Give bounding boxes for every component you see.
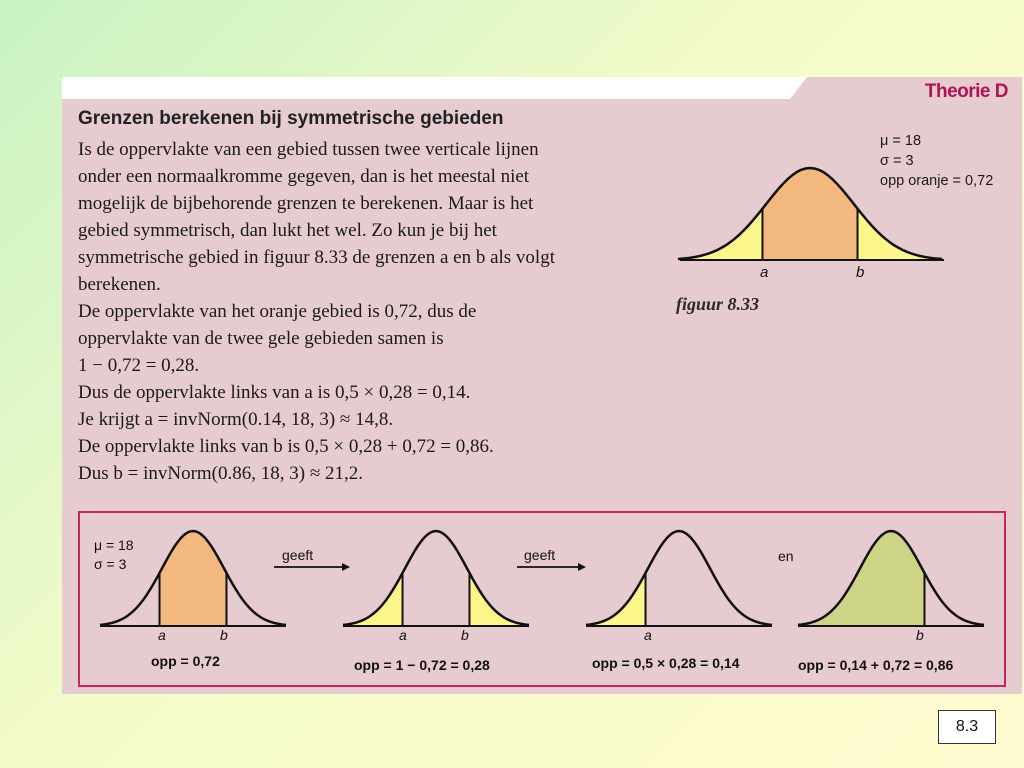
theory-panel: Theorie D Grenzen berekenen bij symmetri…: [62, 77, 1022, 694]
normal-curve: [797, 529, 985, 627]
example-figures: a b μ = 18 σ = 3 geeft a b geeft: [94, 529, 985, 673]
label-b: b: [461, 627, 469, 643]
label-b: b: [916, 627, 924, 643]
normal-curve: [677, 166, 943, 261]
label-a: a: [760, 264, 768, 281]
label-a: a: [158, 627, 166, 643]
slide-number: 8.3: [938, 710, 996, 744]
body-line: onder een normaalkromme gegeven, dan is …: [78, 166, 530, 187]
orange-middle-area: [762, 168, 858, 260]
body-line: Is de oppervlakte van een gebied tussen …: [78, 139, 539, 160]
arrow-head-1: [342, 563, 350, 571]
normal-curve: [342, 529, 530, 627]
example-curve-3: a: [585, 529, 773, 643]
param-sigma: σ = 3: [880, 153, 914, 169]
example-curve-2: a b: [342, 529, 530, 643]
yellow-left-area: [343, 573, 403, 626]
body-line: mogelijk de bijbehorende grenzen te bere…: [78, 193, 534, 214]
section-heading: Grenzen berekenen bij symmetrische gebie…: [78, 108, 504, 129]
body-line: Je krijgt a = invNorm(0.14, 18, 3) ≈ 14,…: [78, 409, 394, 430]
caption-2: opp = 1 − 0,72 = 0,28: [354, 657, 490, 673]
yellow-left-area: [586, 573, 646, 626]
label-b: b: [856, 264, 864, 281]
example-curve-4: b: [797, 529, 985, 643]
param-mu: μ = 18: [880, 133, 922, 149]
caption-3: opp = 0,5 × 0,28 = 0,14: [592, 655, 740, 671]
body-line: berekenen.: [78, 274, 161, 295]
body-line: 1 − 0,72 = 0,28.: [78, 355, 200, 376]
connector-en: en: [778, 548, 794, 564]
arrow-label-1: geeft: [282, 547, 313, 563]
yellow-left-area: [678, 208, 763, 260]
yellow-right-area: [469, 573, 529, 626]
body-line: Dus b = invNorm(0.86, 18, 3) ≈ 21,2.: [78, 463, 364, 484]
body-line: symmetrische gebied in figuur 8.33 de gr…: [78, 247, 555, 268]
body-line: Dus de oppervlakte links van a is 0,5 × …: [78, 382, 471, 403]
section-label: Theorie D: [924, 81, 1009, 102]
body-line: gebied symmetrisch, dan lukt het wel. Zo…: [78, 220, 497, 241]
body-line: oppervlakte van de twee gele gebieden sa…: [78, 328, 444, 349]
example-box: a b μ = 18 σ = 3 geeft a b geeft: [78, 511, 1006, 687]
top-band: [62, 77, 807, 99]
caption-1: opp = 0,72: [151, 653, 220, 669]
example-curve-1: a b: [99, 529, 287, 643]
caption-4: opp = 0,14 + 0,72 = 0,86: [798, 657, 953, 673]
label-b: b: [220, 627, 228, 643]
example-param-mu: μ = 18: [94, 537, 134, 553]
param-area: opp oranje = 0,72: [880, 173, 994, 189]
label-a: a: [399, 627, 407, 643]
body-line: De oppervlakte links van b is 0,5 × 0,28…: [78, 436, 494, 457]
example-param-sigma: σ = 3: [94, 556, 127, 572]
normal-curve: [585, 529, 773, 627]
green-left-area: [798, 531, 925, 626]
normal-curve: [99, 529, 287, 627]
arrow-label-2: geeft: [524, 547, 555, 563]
yellow-right-area: [857, 208, 942, 260]
orange-middle-area: [159, 531, 227, 626]
arrow-head-2: [578, 563, 586, 571]
theory-body-text: Is de oppervlakte van een gebied tussen …: [78, 136, 678, 487]
normal-curve-figure: a b: [677, 166, 944, 281]
label-a: a: [644, 627, 652, 643]
figure-caption: figuur 8.33: [676, 294, 760, 314]
figure-parameters: μ = 18 σ = 3 opp oranje = 0,72: [880, 131, 993, 191]
body-line: De oppervlakte van het oranje gebied is …: [78, 301, 477, 322]
